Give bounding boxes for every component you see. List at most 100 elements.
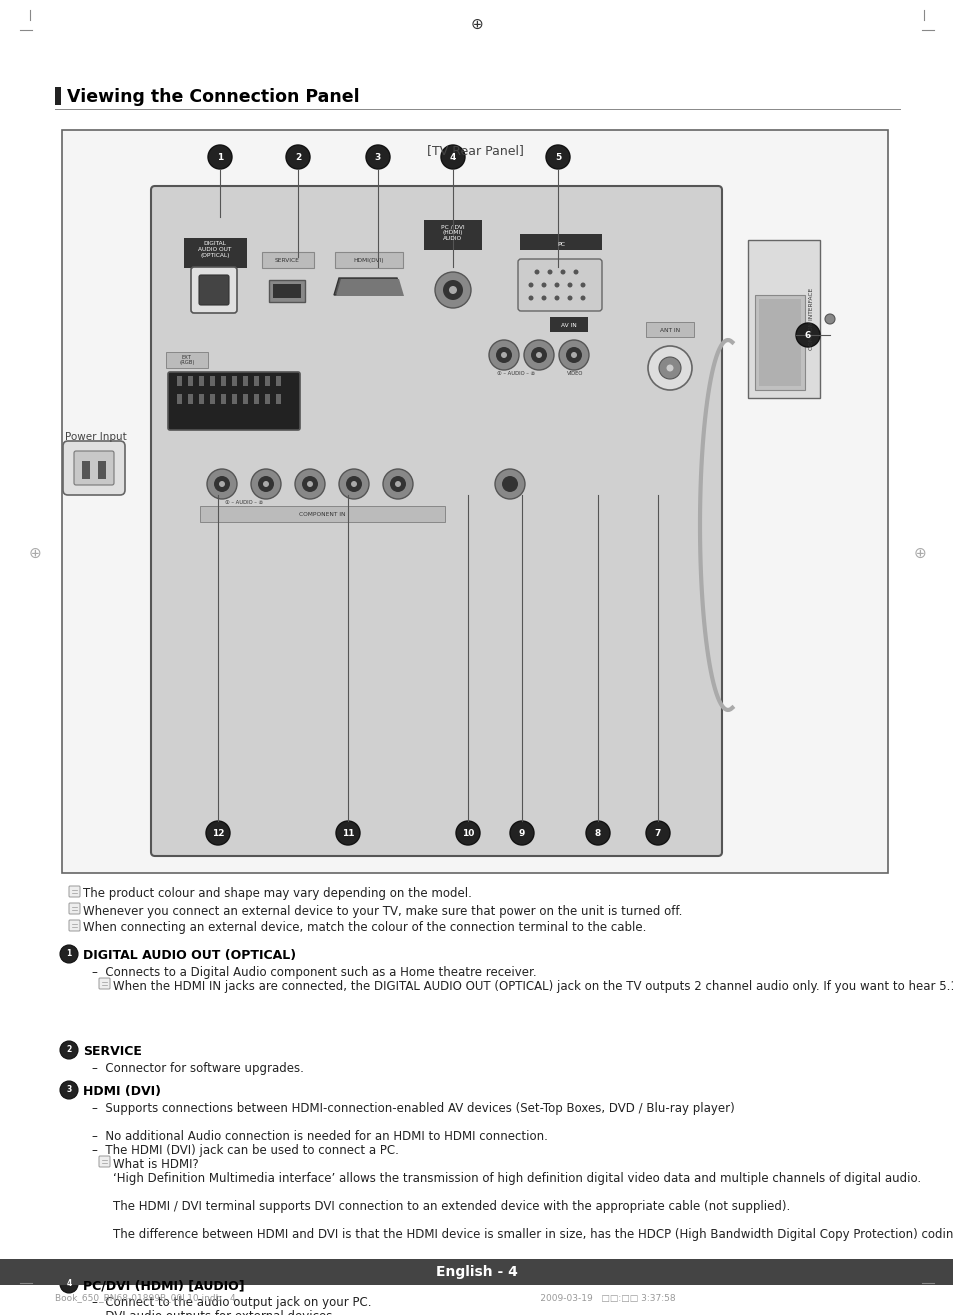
Circle shape [560,270,565,275]
Text: [TV Rear Panel]: [TV Rear Panel] [426,145,523,156]
Text: 4: 4 [450,153,456,162]
FancyBboxPatch shape [199,275,229,305]
Circle shape [567,296,572,301]
Bar [423,220,481,250]
Circle shape [528,283,533,288]
Circle shape [573,270,578,275]
Circle shape [534,270,539,275]
Circle shape [219,481,225,487]
FancyBboxPatch shape [74,451,113,485]
FancyBboxPatch shape [69,903,80,914]
Circle shape [207,469,236,498]
FancyBboxPatch shape [99,978,110,989]
Text: Viewing the Connection Panel: Viewing the Connection Panel [67,88,359,107]
Text: PC: PC [557,242,564,247]
Circle shape [351,481,356,487]
Bar [747,241,820,398]
Circle shape [208,145,232,170]
Circle shape [60,945,78,963]
Text: The HDMI / DVI terminal supports DVI connection to an extended device with the a: The HDMI / DVI terminal supports DVI con… [112,1201,789,1212]
Circle shape [206,821,230,846]
Circle shape [659,356,680,379]
Bar [221,376,226,387]
Circle shape [554,283,558,288]
Circle shape [501,476,517,492]
Text: 2: 2 [294,153,301,162]
Circle shape [442,280,462,300]
Circle shape [456,821,479,846]
Circle shape [382,469,413,498]
Text: 10: 10 [461,828,474,838]
Circle shape [346,476,361,492]
Bar [166,352,208,368]
Bar [519,234,601,250]
Bar [199,394,204,404]
Bar [177,376,182,387]
Bar [253,394,258,404]
Circle shape [60,1081,78,1099]
Text: English - 4: English - 4 [436,1265,517,1279]
Bar [243,394,248,404]
Text: ⊕: ⊕ [470,17,483,32]
Bar [759,299,801,387]
Circle shape [824,314,834,323]
Circle shape [263,481,269,487]
Text: 1: 1 [67,949,71,959]
Text: 4: 4 [67,1279,71,1289]
Text: 5: 5 [555,153,560,162]
Bar [232,376,236,387]
Circle shape [302,476,317,492]
FancyBboxPatch shape [168,372,299,430]
Text: SERVICE: SERVICE [83,1045,142,1059]
Circle shape [531,347,546,363]
Text: ⊕: ⊕ [913,546,925,560]
Bar [550,317,587,331]
Text: –  Connect to the audio output jack on your PC.: – Connect to the audio output jack on yo… [91,1297,371,1308]
Circle shape [286,145,310,170]
Bar [210,376,214,387]
Circle shape [571,352,577,358]
Bar [62,130,887,873]
Text: HDMI(DVI): HDMI(DVI) [354,258,384,263]
Bar [262,252,314,268]
Text: HDMI (DVI): HDMI (DVI) [83,1085,161,1098]
Bar [221,394,226,404]
FancyBboxPatch shape [69,886,80,897]
Bar [275,394,281,404]
Polygon shape [334,277,401,295]
Text: PC/DVI (HDMI) [AUDIO]: PC/DVI (HDMI) [AUDIO] [83,1279,244,1293]
Circle shape [60,1276,78,1293]
Bar [55,87,61,105]
Text: ⊕: ⊕ [29,546,41,560]
Bar [210,394,214,404]
Circle shape [541,283,546,288]
Circle shape [541,296,546,301]
Bar [184,238,247,268]
Text: –  Supports connections between HDMI-connection-enabled AV devices (Set-Top Boxe: – Supports connections between HDMI-conn… [91,1102,734,1115]
Text: The difference between HDMI and DVI is that the HDMI device is smaller in size, : The difference between HDMI and DVI is t… [112,1228,953,1241]
Text: AV IN: AV IN [560,322,577,327]
Text: 2: 2 [67,1045,71,1055]
Bar [188,376,193,387]
Text: When connecting an external device, match the colour of the connection terminal : When connecting an external device, matc… [83,922,646,935]
Text: 3: 3 [67,1085,71,1094]
Text: ANT IN: ANT IN [659,327,679,333]
Text: Whenever you connect an external device to your TV, make sure that power on the : Whenever you connect an external device … [83,905,681,918]
Polygon shape [335,279,403,296]
FancyBboxPatch shape [151,185,721,856]
Circle shape [440,145,464,170]
Text: 12: 12 [212,828,224,838]
Bar [243,376,248,387]
FancyBboxPatch shape [63,441,125,494]
Text: 9: 9 [518,828,525,838]
Text: The product colour and shape may vary depending on the model.: The product colour and shape may vary de… [83,888,472,901]
Bar [754,295,804,391]
Text: –  The HDMI (DVI) jack can be used to connect a PC.: – The HDMI (DVI) jack can be used to con… [91,1144,398,1157]
Circle shape [335,821,359,846]
Bar [177,394,182,404]
Circle shape [395,481,400,487]
Text: ① – AUDIO – ②: ① – AUDIO – ② [225,500,263,505]
Circle shape [60,1041,78,1059]
Text: COMMON INTERFACE: COMMON INTERFACE [809,288,814,350]
Circle shape [307,481,313,487]
